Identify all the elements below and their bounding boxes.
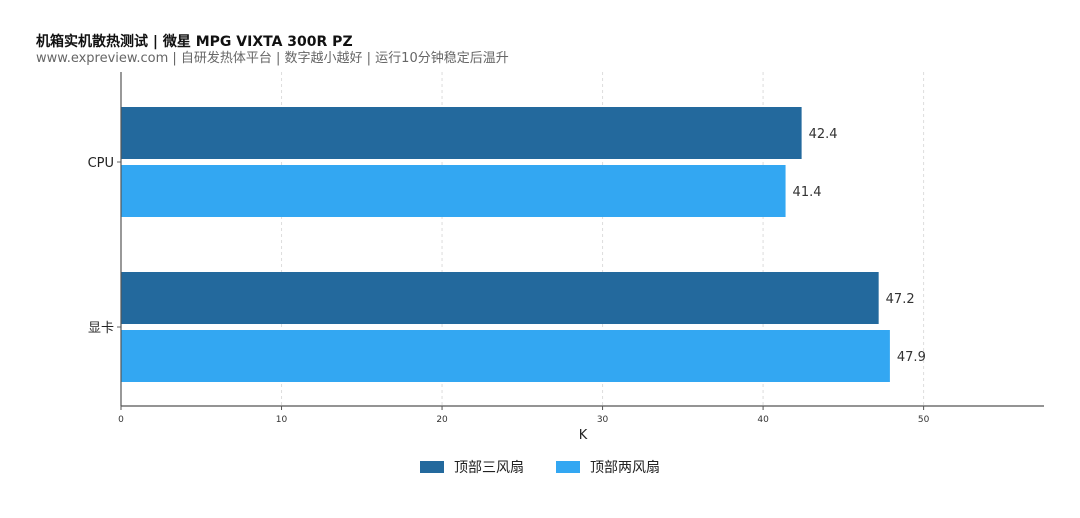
data-label: 41.4 [793, 185, 822, 200]
legend-label-series-1: 顶部三风扇 [454, 460, 524, 476]
legend-item-series-1: 顶部三风扇 [420, 457, 524, 477]
legend-swatch-series-2 [556, 461, 580, 473]
bar [121, 165, 786, 217]
data-label: 47.9 [897, 350, 926, 365]
bar [121, 107, 802, 159]
x-tick-label: 0 [118, 415, 124, 425]
legend-label-series-2: 顶部两风扇 [590, 460, 660, 476]
legend-item-series-2: 顶部两风扇 [556, 457, 660, 477]
x-tick-label: 40 [757, 415, 769, 425]
x-tick-label: 10 [276, 415, 288, 425]
data-label: 47.2 [886, 292, 915, 307]
bar [121, 272, 879, 324]
bar [121, 330, 890, 382]
x-tick-label: 20 [436, 415, 448, 425]
legend-swatch-series-1 [420, 461, 444, 473]
chart-title: 机箱实机散热测试 | 微星 MPG VIXTA 300R PZ [36, 34, 353, 50]
x-tick-label: 30 [597, 415, 609, 425]
chart-subtitle: www.expreview.com | 自研发热体平台 | 数字越小越好 | 运… [36, 51, 509, 66]
legend: 顶部三风扇 顶部两风扇 [0, 457, 1080, 477]
y-tick-label: 显卡 [88, 321, 114, 336]
x-axis-label: K [579, 428, 588, 443]
y-tick-label: CPU [88, 156, 114, 171]
data-label: 42.4 [809, 127, 838, 142]
x-tick-label: 50 [918, 415, 930, 425]
